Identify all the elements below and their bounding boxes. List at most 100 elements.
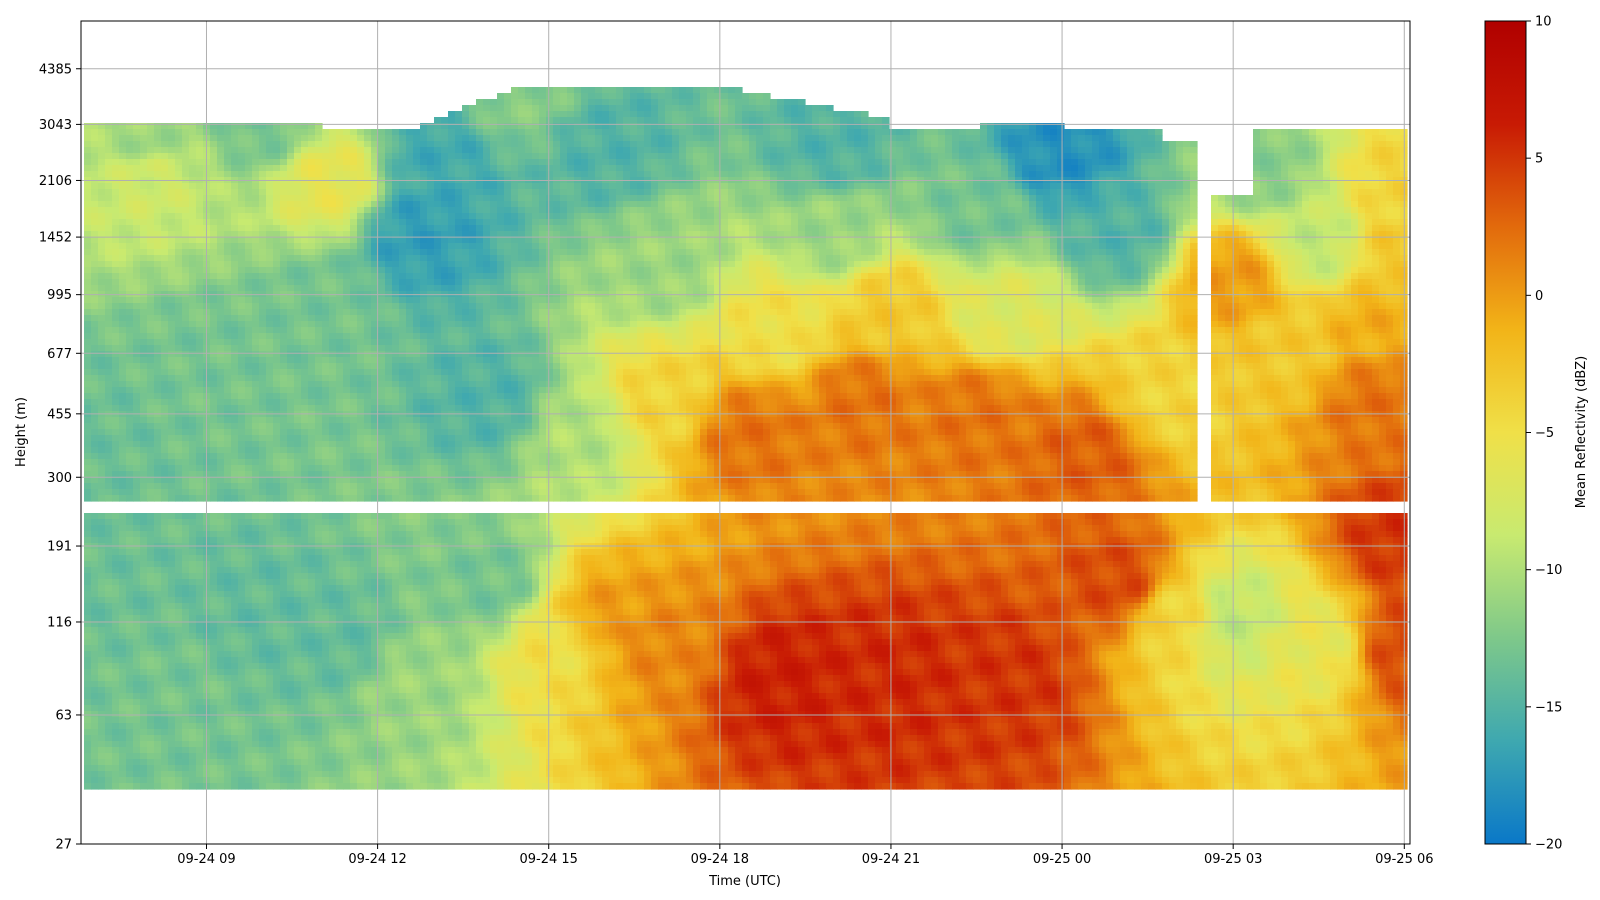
heatmap-cell bbox=[217, 663, 225, 670]
heatmap-cell bbox=[329, 363, 337, 370]
heatmap-cell bbox=[238, 237, 246, 244]
heatmap-cell bbox=[98, 729, 106, 736]
heatmap-cell bbox=[182, 663, 190, 670]
heatmap-cell bbox=[133, 711, 141, 718]
heatmap-cell bbox=[266, 279, 274, 286]
heatmap-cell bbox=[210, 741, 218, 748]
heatmap-cell bbox=[175, 549, 183, 556]
heatmap-cell bbox=[133, 303, 141, 310]
heatmap-cell bbox=[231, 729, 239, 736]
heatmap-cell bbox=[399, 531, 407, 538]
heatmap-cell bbox=[322, 279, 330, 286]
heatmap-cell bbox=[189, 483, 197, 490]
heatmap-cell bbox=[280, 573, 288, 580]
heatmap-cell bbox=[280, 135, 288, 142]
heatmap-cell bbox=[182, 321, 190, 328]
heatmap-cell bbox=[119, 339, 127, 346]
heatmap-cell bbox=[210, 153, 218, 160]
heatmap-cell bbox=[161, 315, 169, 322]
heatmap-cell bbox=[357, 717, 365, 724]
heatmap-cell bbox=[357, 603, 365, 610]
heatmap-cell bbox=[252, 555, 260, 562]
heatmap-cell bbox=[98, 537, 106, 544]
heatmap-cell bbox=[364, 225, 372, 232]
heatmap-cell bbox=[385, 213, 393, 220]
heatmap-cell bbox=[91, 327, 99, 334]
heatmap-cell bbox=[210, 339, 218, 346]
heatmap-cell bbox=[189, 243, 197, 250]
heatmap-cell bbox=[371, 261, 379, 268]
heatmap-cell bbox=[322, 435, 330, 442]
heatmap-cell bbox=[350, 513, 358, 520]
heatmap-cell bbox=[245, 381, 253, 388]
heatmap-cell bbox=[231, 699, 239, 706]
heatmap-cell bbox=[364, 219, 372, 226]
heatmap-cell bbox=[357, 231, 365, 238]
heatmap-cell bbox=[161, 213, 169, 220]
heatmap-cell bbox=[210, 717, 218, 724]
heatmap-cell bbox=[385, 447, 393, 454]
heatmap-cell bbox=[189, 273, 197, 280]
heatmap-cell bbox=[98, 717, 106, 724]
heatmap-cell bbox=[154, 477, 162, 484]
heatmap-cell bbox=[196, 171, 204, 178]
heatmap-cell bbox=[294, 699, 302, 706]
heatmap-cell bbox=[287, 783, 295, 790]
heatmap-cell bbox=[378, 195, 386, 202]
heatmap-cell bbox=[385, 555, 393, 562]
heatmap-cell bbox=[238, 351, 246, 358]
heatmap-cell bbox=[273, 363, 281, 370]
heatmap-cell bbox=[217, 615, 225, 622]
heatmap-cell bbox=[322, 405, 330, 412]
heatmap-cell bbox=[84, 681, 92, 688]
heatmap-cell bbox=[252, 723, 260, 730]
heatmap-cell bbox=[329, 219, 337, 226]
heatmap-cell bbox=[350, 477, 358, 484]
heatmap-cell bbox=[329, 669, 337, 676]
heatmap-cell bbox=[385, 273, 393, 280]
heatmap-cell bbox=[399, 189, 407, 196]
heatmap-cell bbox=[98, 429, 106, 436]
heatmap-cell bbox=[259, 321, 267, 328]
heatmap-cell bbox=[308, 591, 316, 598]
heatmap-cell bbox=[364, 603, 372, 610]
heatmap-cell bbox=[392, 129, 400, 136]
heatmap-cell bbox=[322, 321, 330, 328]
heatmap-cell bbox=[133, 159, 141, 166]
heatmap-cell bbox=[378, 363, 386, 370]
heatmap-cell bbox=[280, 255, 288, 262]
heatmap-cell bbox=[154, 369, 162, 376]
heatmap-cell bbox=[112, 429, 120, 436]
heatmap-cell bbox=[273, 381, 281, 388]
heatmap-cell bbox=[392, 273, 400, 280]
heatmap-cell bbox=[84, 699, 92, 706]
heatmap-cell bbox=[378, 381, 386, 388]
heatmap-cell bbox=[252, 765, 260, 772]
heatmap-cell bbox=[273, 723, 281, 730]
heatmap-cell bbox=[294, 171, 302, 178]
heatmap-cell bbox=[259, 123, 267, 130]
heatmap-cell bbox=[266, 219, 274, 226]
heatmap-cell bbox=[364, 693, 372, 700]
heatmap-cell bbox=[133, 387, 141, 394]
heatmap-cell bbox=[182, 777, 190, 784]
heatmap-cell bbox=[343, 735, 351, 742]
heatmap-cell bbox=[245, 123, 253, 130]
heatmap-cell bbox=[315, 615, 323, 622]
heatmap-cell bbox=[112, 753, 120, 760]
heatmap-cell bbox=[259, 639, 267, 646]
heatmap-cell bbox=[399, 243, 407, 250]
heatmap-cell bbox=[189, 129, 197, 136]
heatmap-cell bbox=[322, 171, 330, 178]
heatmap-cell bbox=[224, 771, 232, 778]
heatmap-cell bbox=[119, 261, 127, 268]
heatmap-cell bbox=[259, 327, 267, 334]
heatmap-cell bbox=[154, 123, 162, 130]
heatmap-cell bbox=[252, 627, 260, 634]
heatmap-cell bbox=[210, 381, 218, 388]
heatmap-cell bbox=[238, 645, 246, 652]
heatmap-cell bbox=[105, 249, 113, 256]
heatmap-cell bbox=[161, 165, 169, 172]
heatmap-cell bbox=[399, 495, 407, 502]
heatmap-cell bbox=[119, 297, 127, 304]
